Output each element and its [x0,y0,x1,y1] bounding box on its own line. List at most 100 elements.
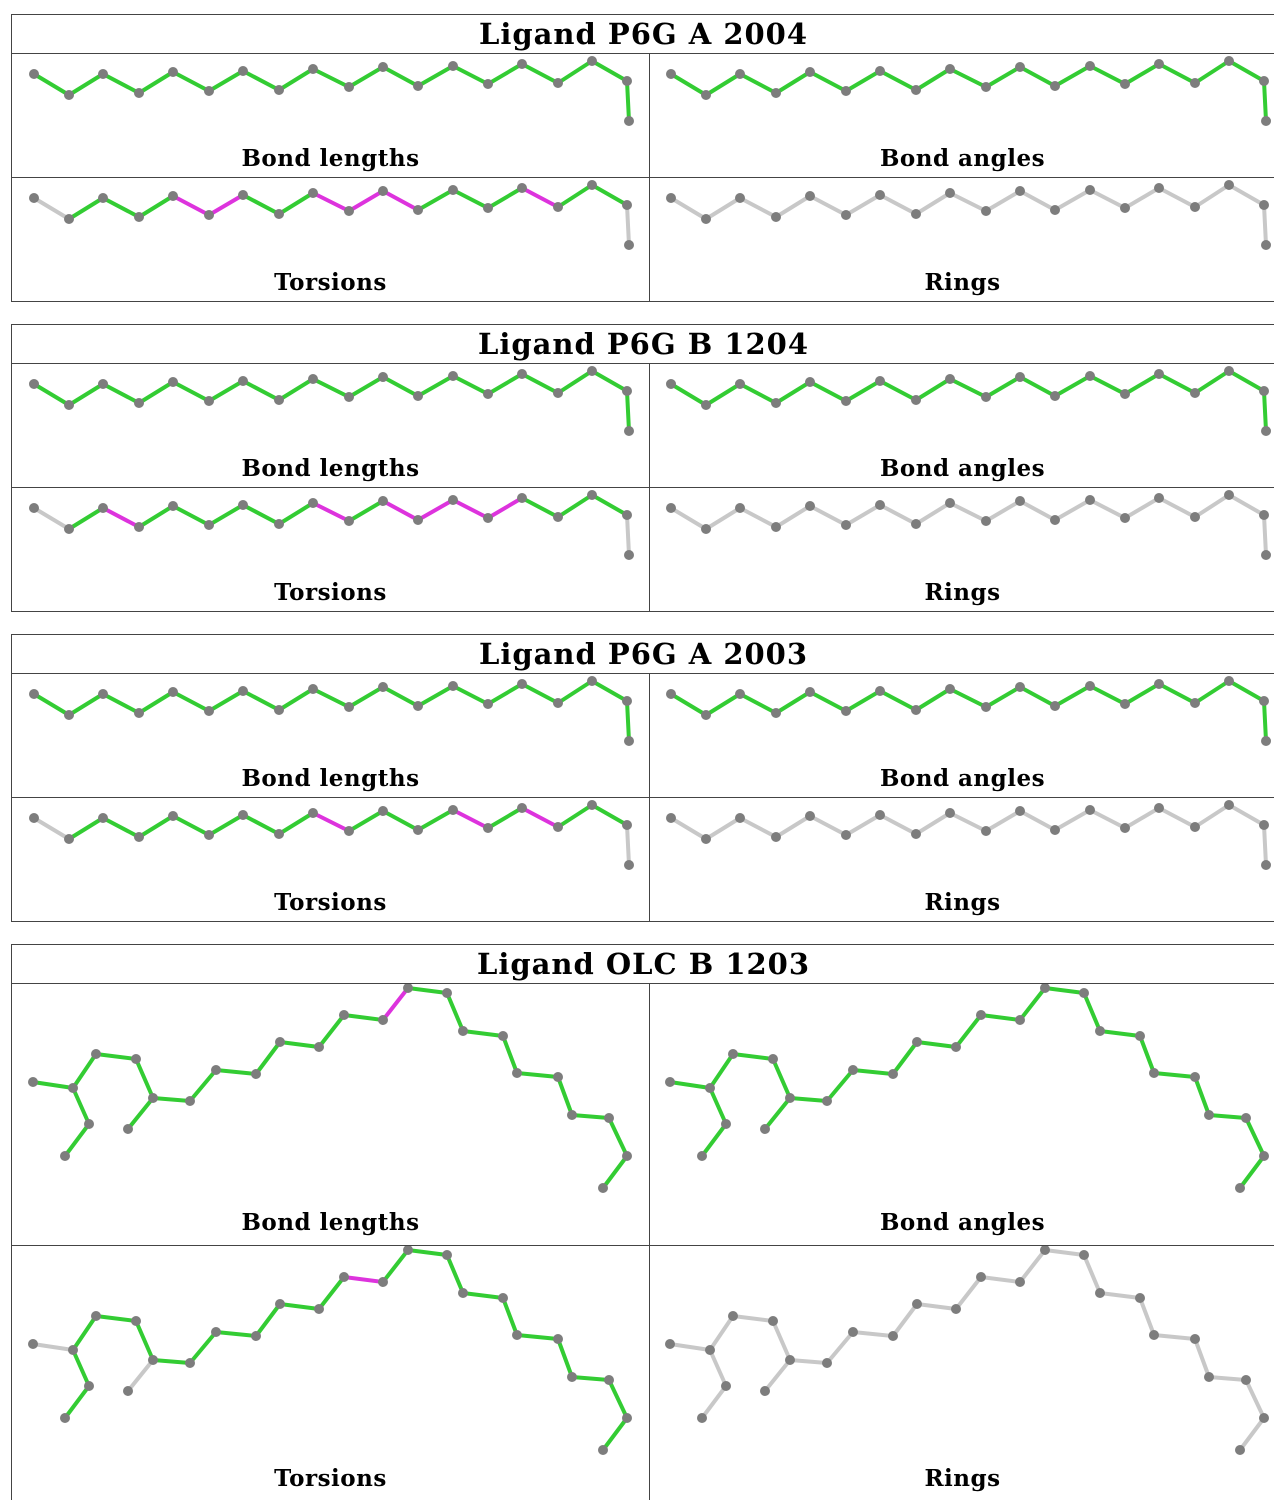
atom [1015,496,1025,506]
bond [381,499,420,522]
atom [735,689,745,699]
atom [1095,1026,1105,1036]
panel-bond-lengths: Bond lengths [12,674,649,797]
bond [277,67,315,92]
atom [721,1119,731,1129]
atom [1259,200,1269,210]
atom [624,426,634,436]
bond [126,1096,155,1131]
bond [669,72,708,97]
panel-grid: Bond lengths Bond angles Torsions Rings [12,364,1274,611]
atom [238,500,248,510]
bond [1157,372,1197,395]
bond [1123,496,1161,520]
atom [308,808,318,818]
bond [171,690,211,713]
bond [311,67,351,89]
bond [151,1096,192,1103]
bond [347,809,385,833]
bond [556,803,594,829]
bond [241,193,281,216]
bond [891,1040,919,1076]
atom [805,501,815,511]
atom [945,808,955,818]
atom [274,85,284,95]
bond [32,506,71,531]
atom [875,190,885,200]
bond [984,189,1022,213]
atom [1190,698,1200,708]
ligand-title: Ligand P6G A 2004 [12,15,1274,54]
bond [1262,699,1268,743]
bond [1018,1248,1047,1284]
bond [486,62,524,86]
atom [168,687,178,697]
atom [274,829,284,839]
atom [981,392,991,402]
ligand-title: Ligand P6G B 1204 [12,325,1274,364]
panel-torsions: Torsions [12,178,649,301]
bond [486,682,524,706]
bond [1053,374,1092,398]
atom [123,1386,133,1396]
atom [84,1381,94,1391]
atom [442,988,452,998]
bond [451,64,490,86]
bond [171,380,211,403]
bond [954,1013,983,1049]
bond [851,1068,895,1076]
molecule-diagram [29,56,634,126]
atom [91,1049,101,1059]
atom [238,66,248,76]
atom [1154,803,1164,813]
atom [1261,426,1271,436]
bond [137,504,175,529]
atom [587,800,597,810]
panel-torsions: Torsions [12,798,649,921]
atom [1120,699,1130,709]
atom [274,519,284,529]
atom [1224,676,1234,686]
bond [1053,188,1092,212]
bond [101,382,141,405]
atom [728,1311,738,1321]
atom [981,82,991,92]
bond [32,196,71,221]
atom [981,826,991,836]
atom [911,829,921,839]
atom [512,1330,522,1340]
bond [31,1080,75,1090]
bond [590,369,629,393]
bond [556,1337,574,1379]
panel-label: Bond lengths [241,455,420,482]
bond [708,1314,735,1352]
atom [1040,984,1050,993]
panel-divider [12,797,1274,798]
bond [67,382,105,407]
panel-label: Bond angles [879,1209,1046,1236]
bond [207,813,245,837]
atom [911,519,921,529]
bond [94,1052,138,1061]
bond [241,379,281,402]
atom [1259,696,1269,706]
bond [669,196,708,221]
bond [520,372,560,395]
bond [704,506,742,531]
molecule-diagram [29,490,634,560]
atom [1259,1413,1269,1423]
atom [1120,203,1130,213]
bond [515,1071,560,1079]
atom [912,1037,922,1047]
bond [241,503,281,526]
bond [704,196,742,221]
panel-label: Torsions [274,579,387,606]
bond [1123,682,1161,706]
atom [771,398,781,408]
panel-label: Rings [924,889,1001,916]
atom [1085,185,1095,195]
atom [314,1304,324,1314]
bond [844,689,882,713]
atom [665,1339,675,1349]
bond [1227,493,1266,517]
